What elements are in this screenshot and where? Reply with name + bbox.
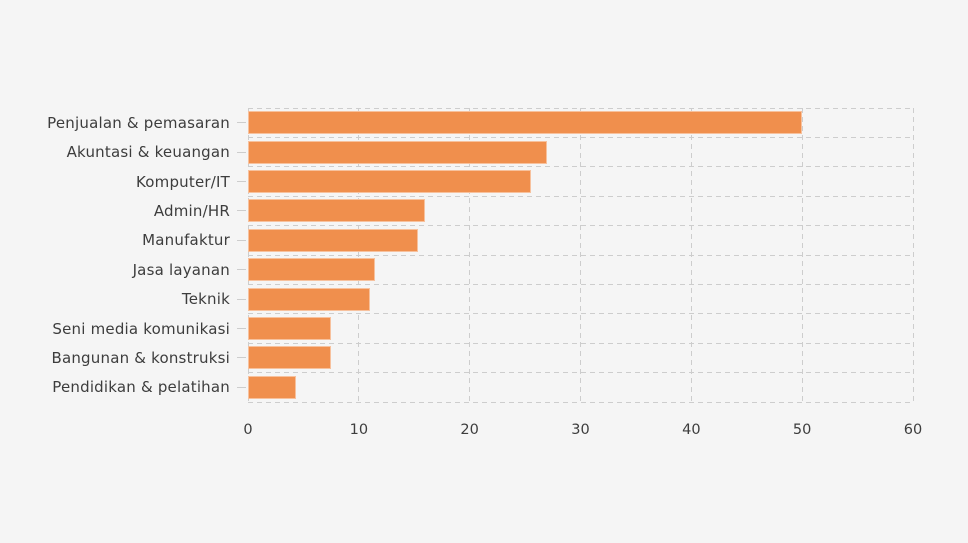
vertical-gridline <box>912 108 914 402</box>
x-tick-label: 50 <box>792 422 812 438</box>
y-tick-mark <box>237 357 246 359</box>
category-label: Akuntasi & keuangan <box>66 143 230 162</box>
bar-6[interactable] <box>248 258 376 282</box>
horizontal-gridline <box>248 401 913 403</box>
x-tick-label: 30 <box>571 422 590 438</box>
horizontal-gridline <box>248 372 913 374</box>
horizontal-gridline <box>248 342 913 344</box>
bar-10[interactable] <box>248 375 296 399</box>
category-label: Seni media komunikasi <box>52 319 230 338</box>
horizontal-gridline <box>248 254 913 256</box>
horizontal-gridline <box>248 225 913 227</box>
bar-8[interactable] <box>248 317 332 340</box>
y-tick-mark <box>237 122 246 124</box>
horizontal-gridline <box>248 107 913 109</box>
horizontal-gridline <box>248 313 913 315</box>
x-tick-label: 20 <box>460 422 479 438</box>
x-tick-label: 10 <box>349 422 369 438</box>
category-label: Teknik <box>181 290 230 309</box>
y-tick-mark <box>237 298 246 300</box>
bar-9[interactable] <box>248 346 332 370</box>
category-label: Pendidikan & pelatihan <box>52 378 230 397</box>
category-label: Penjualan & pemasaran <box>47 113 230 132</box>
y-tick-mark <box>237 386 246 388</box>
category-label: Manufaktur <box>142 231 230 250</box>
x-tick-label: 40 <box>682 422 701 438</box>
y-tick-mark <box>237 328 246 329</box>
y-tick-mark <box>237 151 246 153</box>
horizontal-gridline <box>248 283 913 285</box>
y-tick-mark <box>237 239 246 241</box>
plot-area <box>247 107 914 403</box>
category-label: Komputer/IT <box>135 172 230 191</box>
bar-1[interactable] <box>248 111 803 135</box>
y-tick-mark <box>237 269 246 271</box>
bar-4[interactable] <box>248 199 426 223</box>
bar-2[interactable] <box>248 140 548 164</box>
bar-7[interactable] <box>248 287 370 311</box>
bar-5[interactable] <box>248 228 418 252</box>
category-label: Jasa layanan <box>132 260 230 279</box>
horizontal-gridline <box>248 166 913 168</box>
category-label: Admin/HR <box>153 201 230 220</box>
horizontal-gridline <box>248 195 913 197</box>
y-tick-mark <box>237 210 246 212</box>
horizontal-gridline <box>248 136 913 138</box>
category-label: Bangunan & konstruksi <box>51 348 230 367</box>
x-tick-label: 0 <box>243 422 253 438</box>
x-tick-label: 60 <box>903 422 923 438</box>
y-tick-mark <box>237 181 246 182</box>
bar-3[interactable] <box>248 170 531 193</box>
